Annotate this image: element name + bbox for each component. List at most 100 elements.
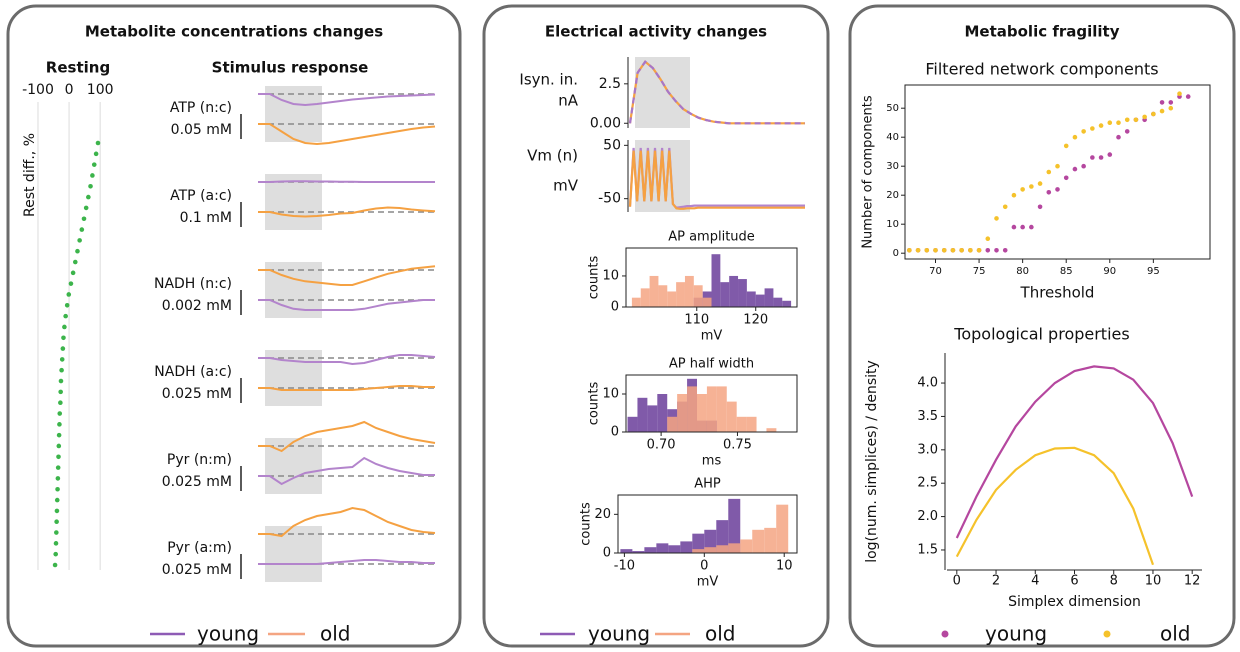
dot	[52, 562, 58, 568]
histogram-bar	[740, 539, 753, 553]
histogram-bar	[782, 300, 792, 307]
x-tick-label: 70	[929, 266, 942, 277]
scatter-point	[1037, 181, 1043, 186]
panel-title: Metabolite concentrations changes	[85, 23, 383, 41]
x-tick-label: -10	[614, 559, 635, 574]
scatter-point	[1063, 175, 1069, 181]
scatter-point	[1090, 126, 1095, 131]
dot	[56, 454, 61, 460]
histogram-bar	[702, 297, 712, 307]
y-tick-label: 3.0	[917, 442, 938, 457]
scatter-point	[1177, 91, 1182, 96]
x-tick-label: 95	[1147, 266, 1160, 277]
scatter-point	[1090, 155, 1095, 160]
x-axis-label: Simplex dimension	[1008, 594, 1141, 610]
histogram-bar	[687, 386, 697, 432]
y-tick-label: 0.00	[590, 115, 621, 131]
scatter-point	[959, 248, 964, 253]
histogram-bar	[728, 498, 741, 553]
histogram-bar	[649, 275, 659, 307]
dot	[61, 335, 66, 341]
scatter-point	[1072, 134, 1078, 140]
scatter-point	[1055, 187, 1060, 192]
trace-line	[258, 93, 436, 107]
chart-title: AHP	[694, 477, 721, 492]
panel-title: Electrical activity changes	[545, 23, 767, 41]
histogram-bar	[627, 416, 638, 432]
scatter-point	[1107, 120, 1113, 125]
legend-swatch	[1103, 630, 1111, 638]
histogram-bar	[620, 549, 633, 553]
scatter-point	[1011, 224, 1017, 230]
y-tick-label: 0	[603, 546, 611, 561]
dot	[53, 541, 59, 546]
panel-frame	[482, 4, 830, 648]
x-tick-label: 90	[1103, 266, 1116, 277]
scatter-point	[941, 248, 947, 253]
y-tick-label: -50	[598, 191, 621, 207]
y-axis-label: nA	[558, 92, 579, 110]
chart-title: AP amplitude	[668, 230, 755, 245]
scatter-point	[1133, 117, 1139, 123]
histogram-bar	[667, 291, 677, 307]
x-tick-label: 85	[1060, 266, 1073, 277]
dot	[81, 216, 87, 222]
dot	[54, 508, 60, 514]
histogram-bar	[640, 288, 650, 307]
scatter-point	[1046, 169, 1052, 175]
scatter-point	[924, 248, 930, 253]
scatter-point	[1002, 248, 1008, 253]
dot	[68, 281, 74, 286]
legend-label: old	[320, 622, 351, 646]
histogram-bar	[728, 543, 741, 553]
histogram-bar	[644, 547, 657, 553]
histogram-bar	[693, 285, 703, 307]
scale-label: 0.025 mM	[162, 386, 232, 402]
dot	[55, 476, 61, 481]
dot	[57, 411, 63, 416]
dot	[83, 205, 89, 211]
histogram-bar	[755, 294, 765, 307]
scatter-point	[1011, 192, 1017, 198]
y-axis-label: Rest diff., %	[22, 133, 38, 217]
dot	[90, 173, 95, 178]
trace-label: NADH (n:c)	[154, 276, 232, 292]
scatter-point	[994, 216, 999, 221]
x-tick-label: 4	[1031, 574, 1039, 589]
histogram-bar	[692, 533, 705, 553]
dot	[72, 259, 78, 265]
x-tick-label: 80	[1016, 266, 1029, 277]
x-tick-label: -100	[22, 82, 54, 98]
histogram-bar	[667, 416, 678, 432]
scatter-point	[1159, 100, 1165, 105]
scatter-point	[1020, 224, 1025, 230]
dot	[60, 346, 66, 351]
scatter-point	[1063, 143, 1069, 149]
scatter-point	[1029, 224, 1034, 230]
dot	[53, 551, 58, 557]
trace-line	[258, 299, 435, 311]
dot	[55, 486, 60, 492]
scatter-point	[976, 248, 982, 253]
dot	[58, 400, 63, 405]
histogram-bar	[711, 254, 721, 307]
legend-label: young	[197, 622, 259, 646]
scatter-point	[1168, 105, 1174, 111]
trace-line	[258, 420, 436, 453]
histogram-bar	[632, 551, 645, 553]
trace-label: ATP (n:c)	[170, 100, 232, 116]
y-tick-label: 0	[893, 248, 899, 259]
dot	[91, 162, 97, 167]
histogram-bar	[706, 386, 717, 432]
y-tick-label: 10	[602, 268, 619, 283]
histogram-bar	[676, 282, 685, 307]
histogram-bar	[668, 545, 681, 553]
y-axis-label: Number of components	[861, 95, 876, 249]
scatter-point	[1124, 129, 1130, 134]
histogram-bar	[647, 405, 658, 432]
x-tick-label: 120	[743, 313, 768, 328]
y-tick-label: 2.5	[917, 476, 938, 491]
plot-frame	[625, 374, 798, 433]
